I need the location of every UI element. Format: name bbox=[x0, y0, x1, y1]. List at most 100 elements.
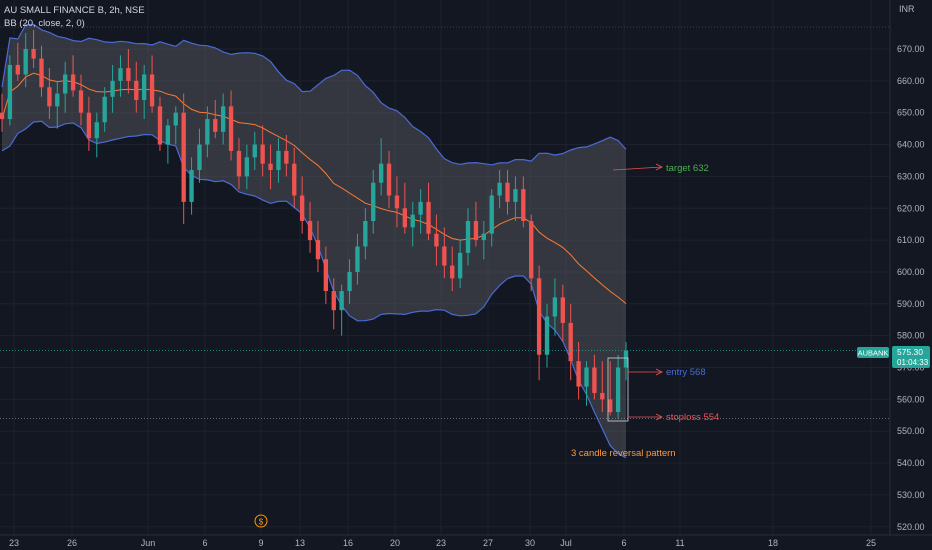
current-price-tag: AUBANK 575.30 01:04:33 bbox=[857, 346, 930, 368]
candle[interactable] bbox=[473, 201, 479, 247]
candle[interactable] bbox=[584, 361, 589, 406]
candle[interactable] bbox=[481, 220, 486, 260]
candle[interactable] bbox=[220, 93, 226, 145]
candle[interactable] bbox=[315, 220, 321, 272]
candle[interactable] bbox=[386, 150, 392, 209]
candle[interactable] bbox=[394, 176, 400, 228]
candle[interactable] bbox=[568, 303, 573, 381]
candle[interactable] bbox=[197, 128, 202, 183]
candle[interactable] bbox=[371, 170, 376, 234]
candle[interactable] bbox=[15, 42, 20, 81]
candle[interactable] bbox=[529, 214, 534, 292]
candle[interactable] bbox=[323, 246, 329, 304]
indicator-legend[interactable]: BB (20, close, 2, 0) bbox=[4, 18, 85, 29]
candle[interactable] bbox=[536, 265, 542, 381]
candle[interactable] bbox=[94, 112, 99, 158]
candle[interactable] bbox=[157, 96, 163, 151]
candle[interactable] bbox=[284, 134, 289, 177]
candle-body bbox=[489, 195, 494, 234]
candle[interactable] bbox=[70, 55, 76, 97]
candle[interactable] bbox=[86, 96, 92, 151]
candle[interactable] bbox=[39, 45, 44, 97]
candle-body bbox=[473, 220, 479, 241]
candle[interactable] bbox=[149, 55, 155, 113]
candle-body bbox=[394, 195, 400, 209]
candle[interactable] bbox=[552, 278, 558, 336]
candle-body bbox=[600, 392, 605, 400]
candle[interactable] bbox=[299, 176, 305, 234]
candle[interactable] bbox=[592, 354, 597, 400]
candle[interactable] bbox=[236, 138, 242, 190]
candle[interactable] bbox=[23, 33, 28, 88]
candle[interactable] bbox=[0, 93, 5, 132]
candle[interactable] bbox=[307, 201, 313, 253]
candle[interactable] bbox=[489, 189, 494, 247]
candle[interactable] bbox=[576, 342, 581, 400]
candle[interactable] bbox=[623, 342, 629, 381]
candle-body bbox=[236, 150, 242, 177]
symbol-legend[interactable]: AU SMALL FINANCE B, 2h, NSE bbox=[4, 5, 145, 16]
candle[interactable] bbox=[442, 227, 447, 279]
candle[interactable] bbox=[505, 170, 510, 215]
candle[interactable] bbox=[363, 208, 368, 260]
time-axis[interactable]: 23 26 Jun 6 9 13 16 20 23 27 30 Jul 6 11 18 25 bbox=[0, 534, 932, 548]
candle[interactable] bbox=[560, 284, 565, 343]
candle[interactable] bbox=[142, 64, 147, 120]
price-axis[interactable]: INR 520.00530.00540.00550.00560.00570.00… bbox=[889, 0, 925, 535]
candle[interactable] bbox=[457, 240, 463, 288]
candle[interactable] bbox=[181, 93, 186, 225]
candle[interactable] bbox=[126, 49, 131, 94]
candles[interactable] bbox=[0, 29, 629, 419]
candle[interactable] bbox=[55, 80, 60, 129]
candle[interactable] bbox=[521, 176, 526, 228]
candle[interactable] bbox=[78, 74, 84, 126]
candle[interactable] bbox=[402, 182, 408, 234]
candle[interactable] bbox=[378, 138, 384, 196]
candle-body bbox=[205, 119, 210, 145]
candle[interactable] bbox=[31, 29, 36, 69]
candle[interactable] bbox=[205, 106, 210, 158]
candle[interactable] bbox=[173, 106, 178, 145]
candle[interactable] bbox=[497, 170, 502, 209]
candle-body bbox=[347, 271, 352, 292]
candle[interactable] bbox=[355, 233, 360, 285]
candle[interactable] bbox=[228, 90, 234, 161]
candle[interactable] bbox=[189, 157, 194, 215]
candle[interactable] bbox=[608, 361, 613, 416]
target-arrow[interactable] bbox=[612, 166, 663, 171]
candle[interactable] bbox=[260, 125, 265, 177]
events-icon[interactable]: $ bbox=[254, 514, 268, 528]
candle-body bbox=[244, 157, 250, 177]
candle[interactable] bbox=[418, 189, 423, 234]
candle[interactable] bbox=[244, 144, 250, 190]
candle[interactable] bbox=[165, 119, 171, 164]
candle[interactable] bbox=[600, 361, 605, 413]
candle[interactable] bbox=[47, 68, 52, 120]
candle[interactable] bbox=[110, 64, 115, 113]
candle[interactable] bbox=[426, 182, 431, 241]
candle[interactable] bbox=[410, 201, 415, 247]
candle[interactable] bbox=[134, 61, 139, 113]
pattern-box[interactable] bbox=[607, 357, 629, 422]
candle[interactable] bbox=[513, 176, 518, 221]
candle[interactable] bbox=[292, 147, 297, 209]
candle[interactable] bbox=[118, 55, 123, 97]
candle[interactable] bbox=[213, 99, 218, 139]
candle[interactable] bbox=[331, 278, 336, 330]
candle[interactable] bbox=[252, 131, 257, 171]
candle[interactable] bbox=[63, 61, 68, 113]
candle[interactable] bbox=[434, 214, 439, 266]
candle[interactable] bbox=[268, 144, 273, 190]
candle[interactable] bbox=[615, 354, 621, 419]
candle[interactable] bbox=[450, 246, 455, 292]
candle[interactable] bbox=[276, 138, 281, 183]
candle[interactable] bbox=[7, 55, 13, 126]
candle[interactable] bbox=[347, 259, 352, 304]
candle[interactable] bbox=[102, 87, 107, 132]
grid-lines bbox=[0, 0, 890, 535]
candle[interactable] bbox=[544, 303, 550, 368]
candle[interactable] bbox=[465, 208, 471, 266]
candle[interactable] bbox=[339, 284, 344, 336]
annotations[interactable]: target 632 entry 568 stoploss 554 3 cand… bbox=[571, 163, 719, 459]
